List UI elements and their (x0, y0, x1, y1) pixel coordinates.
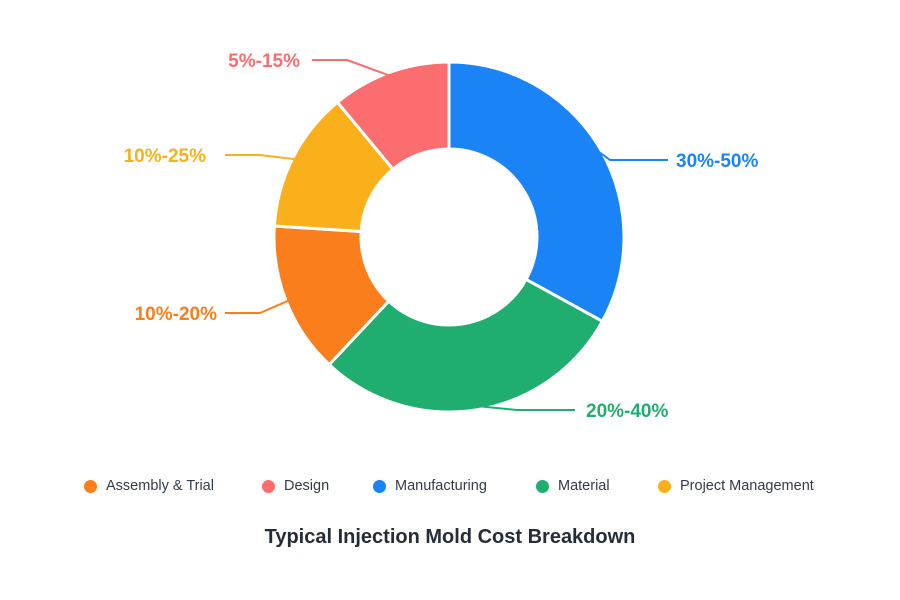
slice-labels-layer: 30%-50% 20%-40% 10%-20% 10%-25% 5%-15% (124, 51, 759, 422)
legend-label-project-management: Project Management (680, 478, 814, 494)
slice-label-project-management: 10%-25% (124, 146, 206, 167)
leader-line-design (312, 59, 392, 78)
slice-label-manufacturing: 30%-50% (676, 151, 758, 172)
legend-label-manufacturing: Manufacturing (395, 478, 487, 494)
slice-design[interactable] (335, 60, 451, 171)
legend-swatch-design (262, 479, 275, 493)
slice-label-design: 5%-15% (228, 51, 300, 72)
legend-label-design: Design (284, 478, 330, 494)
leader-line-project-management (225, 154, 297, 161)
leader-line-manufacturing (595, 149, 668, 161)
chart-title: Typical Injection Mold Cost Breakdown (264, 526, 636, 548)
leader-lines-layer (225, 59, 668, 411)
legend: Assembly & Trial Design Manufacturing Mater… (0, 474, 900, 498)
legend-item-material[interactable]: Material (536, 474, 610, 498)
legend-item-project-management[interactable]: Project Management (658, 474, 814, 498)
legend-item-assembly-trial[interactable]: Assembly & Trial (84, 474, 214, 498)
leader-line-assembly-trial (225, 299, 291, 314)
legend-swatch-project-management (658, 479, 671, 493)
legend-swatch-assembly-trial (84, 479, 97, 493)
legend-item-design[interactable]: Design (262, 474, 329, 498)
legend-label-assembly-trial: Assembly & Trial (106, 478, 214, 494)
leader-line-material (475, 404, 575, 411)
legend-swatch-manufacturing (373, 479, 386, 493)
slice-material[interactable] (327, 277, 604, 414)
legend-item-manufacturing[interactable]: Manufacturing (373, 474, 487, 498)
slices-layer (272, 60, 626, 414)
slice-manufacturing[interactable] (447, 60, 626, 323)
legend-label-material: Material (558, 478, 610, 494)
slice-label-assembly-trial: 10%-20% (135, 304, 217, 325)
legend-swatch-material (536, 479, 549, 493)
slice-label-material: 20%-40% (586, 401, 668, 422)
